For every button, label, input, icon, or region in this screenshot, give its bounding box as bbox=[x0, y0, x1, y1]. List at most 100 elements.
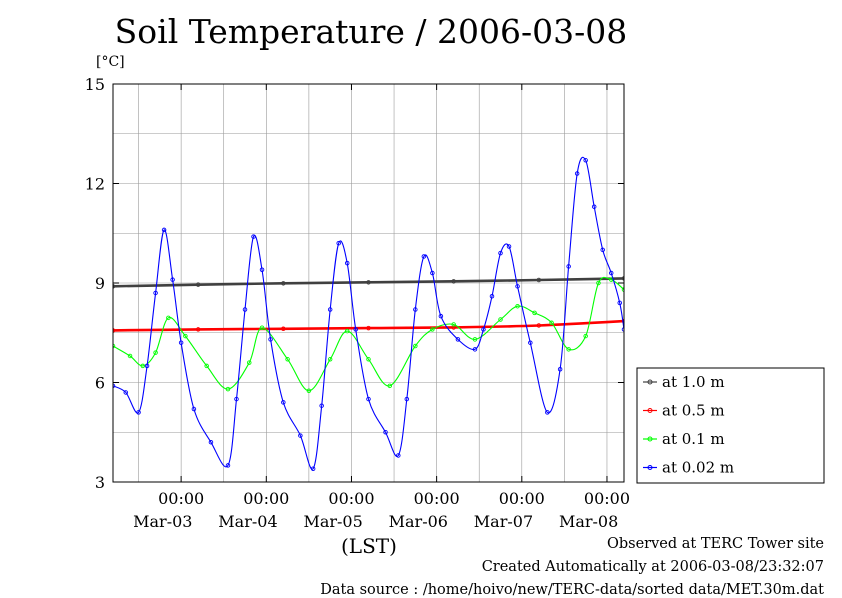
legend-marker bbox=[647, 379, 653, 385]
data-point bbox=[566, 347, 571, 352]
series-at-0-1-m bbox=[113, 276, 624, 394]
series-line bbox=[113, 277, 624, 288]
x-tick-time-label: 00:00 bbox=[499, 489, 545, 508]
x-tick-date-label: Mar-03 bbox=[133, 512, 192, 531]
x-tick-time-label: 00:00 bbox=[584, 489, 630, 508]
data-point bbox=[583, 158, 588, 163]
data-point bbox=[344, 260, 350, 266]
x-tick-time-label: 00:00 bbox=[158, 489, 204, 508]
data-point bbox=[566, 264, 571, 269]
data-point bbox=[268, 337, 273, 342]
data-point bbox=[208, 439, 214, 445]
data-point bbox=[536, 323, 542, 328]
data-point bbox=[532, 310, 537, 316]
data-point bbox=[383, 430, 388, 435]
x-tick-date-label: Mar-06 bbox=[389, 512, 448, 531]
data-point bbox=[621, 287, 624, 292]
data-point bbox=[144, 363, 150, 369]
data-point bbox=[225, 463, 231, 468]
data-point bbox=[285, 357, 290, 362]
data-point bbox=[153, 350, 158, 355]
note-created: Created Automatically at 2006-03-08/23:3… bbox=[481, 559, 824, 575]
legend-item: at 0.02 m bbox=[643, 459, 734, 477]
data-point bbox=[498, 317, 503, 322]
data-point bbox=[153, 290, 158, 296]
data-point bbox=[557, 366, 563, 372]
x-tick-date-label: Mar-08 bbox=[559, 512, 618, 531]
data-point bbox=[481, 327, 486, 332]
y-tick-label: 15 bbox=[85, 75, 105, 94]
series-at-1-0-m bbox=[113, 276, 624, 289]
x-tick-time-label: 00:00 bbox=[414, 489, 460, 508]
data-point bbox=[259, 325, 265, 331]
x-tick-time-label: 00:00 bbox=[328, 489, 374, 508]
data-point bbox=[191, 406, 197, 412]
data-point bbox=[396, 453, 401, 458]
data-point bbox=[421, 254, 427, 259]
data-point bbox=[178, 340, 184, 345]
data-point bbox=[515, 284, 520, 289]
data-point bbox=[451, 325, 456, 330]
data-point bbox=[366, 396, 371, 402]
data-point bbox=[259, 267, 265, 272]
data-point bbox=[608, 270, 614, 276]
legend-marker bbox=[647, 408, 653, 413]
data-point bbox=[113, 343, 116, 349]
chart-title: Soil Temperature / 2006-03-08 bbox=[114, 12, 628, 51]
data-point bbox=[136, 410, 141, 415]
data-point bbox=[327, 357, 333, 362]
data-point bbox=[591, 204, 597, 209]
data-point bbox=[161, 227, 167, 233]
legend-label: at 0.1 m bbox=[662, 430, 725, 448]
legend-label: at 0.5 m bbox=[662, 402, 725, 420]
data-point bbox=[515, 303, 520, 309]
plot-frame bbox=[112, 83, 625, 483]
data-point bbox=[596, 280, 601, 286]
data-point bbox=[281, 400, 286, 405]
data-point bbox=[451, 279, 456, 284]
data-point bbox=[306, 388, 312, 394]
data-point bbox=[583, 333, 588, 339]
data-point bbox=[617, 300, 622, 306]
legend-marker bbox=[647, 465, 653, 470]
data-point bbox=[506, 244, 512, 249]
data-point bbox=[298, 433, 303, 438]
data-point bbox=[234, 396, 239, 402]
data-point bbox=[621, 276, 624, 281]
data-point bbox=[127, 353, 133, 359]
data-point bbox=[113, 284, 116, 289]
data-point bbox=[528, 340, 533, 345]
y-axis-label: [°C] bbox=[96, 54, 125, 70]
data-point bbox=[489, 294, 495, 299]
data-point bbox=[600, 247, 605, 253]
data-point bbox=[123, 390, 129, 395]
data-point bbox=[336, 240, 341, 246]
legend-label: at 1.0 m bbox=[662, 373, 725, 391]
data-point bbox=[327, 307, 333, 312]
series-line bbox=[113, 319, 624, 332]
x-tick-time-label: 00:00 bbox=[243, 489, 289, 508]
data-point bbox=[621, 318, 624, 324]
data-point bbox=[455, 337, 461, 342]
data-point bbox=[574, 171, 580, 176]
data-point bbox=[366, 280, 371, 285]
data-point bbox=[113, 328, 116, 333]
data-point bbox=[319, 403, 324, 408]
data-point bbox=[344, 328, 350, 334]
data-point bbox=[251, 234, 256, 239]
data-point bbox=[204, 363, 209, 369]
series-line bbox=[113, 156, 624, 470]
x-tick-date-label: Mar-05 bbox=[303, 512, 362, 531]
y-tick-label: 3 bbox=[95, 473, 105, 492]
legend-item: at 0.1 m bbox=[643, 430, 725, 448]
series-at-0-5-m bbox=[113, 318, 624, 333]
data-point bbox=[166, 315, 171, 321]
data-point bbox=[225, 386, 231, 392]
x-axis-label: (LST) bbox=[341, 534, 397, 558]
data-point bbox=[353, 327, 358, 332]
data-point bbox=[281, 281, 286, 286]
data-point bbox=[183, 333, 188, 339]
data-point bbox=[438, 313, 444, 319]
legend-item: at 0.5 m bbox=[643, 402, 725, 420]
